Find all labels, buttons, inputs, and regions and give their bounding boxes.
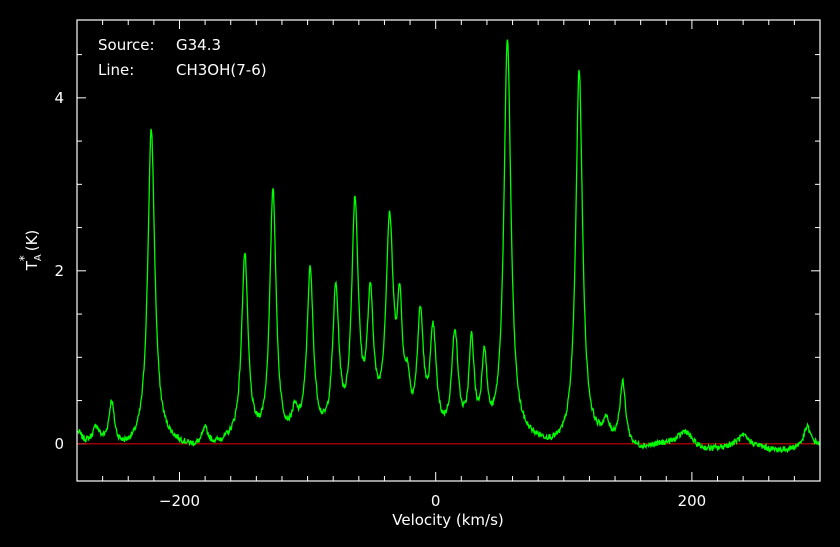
svg-text:TA*(K): TA* (K) xyxy=(17,230,44,272)
plot-frame xyxy=(76,19,821,482)
spectrum-line xyxy=(77,39,820,454)
x-tick-label: −200 xyxy=(159,492,200,510)
line-value: CH3OH(7-6) xyxy=(176,61,267,79)
y-tick-label: 0 xyxy=(54,435,64,453)
y-tick-label: 4 xyxy=(54,89,64,107)
source-key: Source: xyxy=(98,36,155,54)
y-tick-label: 2 xyxy=(54,262,64,280)
y-axis-label-main: T xyxy=(23,260,41,271)
tick-labels: −200 0 200 0 2 4 xyxy=(54,89,706,510)
x-tick-label: 200 xyxy=(678,492,707,510)
x-axis-label: Velocity (km/s) xyxy=(392,511,503,529)
axis-ticks xyxy=(76,20,821,481)
y-axis-label: TA* (K) xyxy=(17,230,44,272)
y-axis-label-sub: A xyxy=(33,254,44,261)
x-tick-label: 0 xyxy=(431,492,441,510)
y-axis-label-unit: (K) xyxy=(23,230,41,252)
source-value: G34.3 xyxy=(176,36,221,54)
y-axis-label-super: * xyxy=(17,255,31,261)
line-key: Line: xyxy=(98,61,134,79)
